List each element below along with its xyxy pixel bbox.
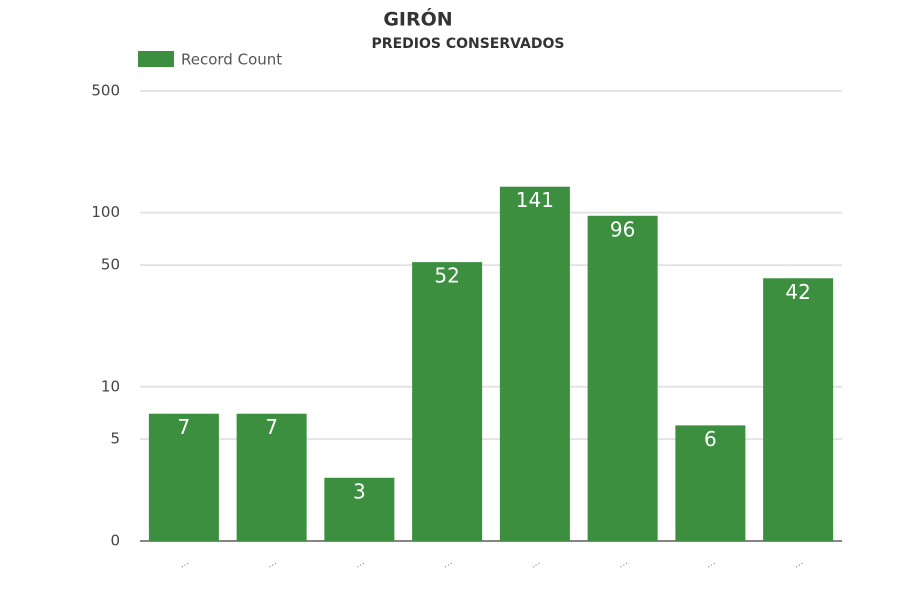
chart-title: GIRÓN	[383, 7, 452, 31]
x-tick-label: ...	[177, 556, 191, 570]
x-tick-label: ...	[791, 556, 805, 570]
y-tick-label: 10	[101, 377, 120, 395]
y-tick-label: 100	[91, 203, 120, 221]
y-tick-label: 50	[101, 256, 120, 274]
value-label: 96	[610, 217, 635, 241]
y-tick-label: 500	[91, 82, 120, 100]
x-tick-label: ...	[704, 556, 718, 570]
value-label: 7	[265, 415, 278, 439]
bar	[587, 215, 658, 542]
value-label: 141	[516, 188, 554, 212]
chart-subtitle: PREDIOS CONSERVADOS	[372, 36, 565, 52]
value-label: 52	[434, 264, 459, 288]
bar	[324, 477, 395, 541]
x-tick-label: ...	[616, 556, 630, 570]
y-tick-label: 5	[110, 430, 120, 448]
x-tick-label: ...	[265, 556, 279, 570]
value-label: 42	[785, 280, 810, 304]
x-tick-label: ...	[440, 556, 454, 570]
bar	[412, 262, 483, 541]
legend-swatch	[138, 51, 174, 67]
bar	[236, 413, 307, 541]
x-tick-label: ...	[353, 556, 367, 570]
value-label: 7	[178, 415, 191, 439]
bar	[148, 413, 219, 541]
value-label: 3	[353, 479, 366, 503]
bar	[763, 278, 834, 541]
legend-label: Record Count	[181, 51, 282, 69]
bar	[675, 425, 746, 541]
value-label: 6	[704, 427, 717, 451]
x-tick-label: ...	[528, 556, 542, 570]
bar	[499, 186, 570, 542]
y-tick-label: 0	[110, 532, 120, 550]
